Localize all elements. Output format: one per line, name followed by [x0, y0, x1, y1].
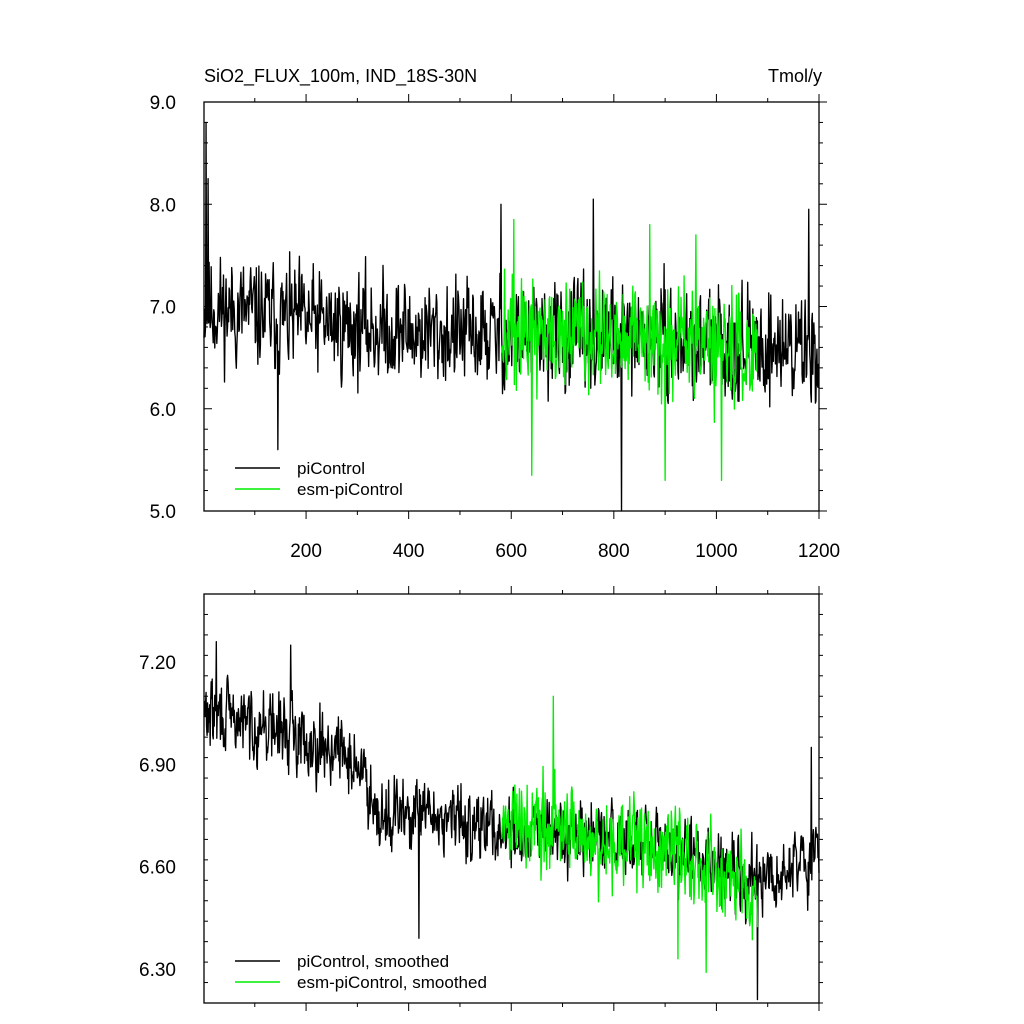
chart-title: SiO2_FLUX_100m, IND_18S-30N — [204, 66, 477, 87]
legend-label-picontrol: piControl — [297, 459, 365, 478]
bottom-series-esm-picontrol-smoothed-line — [500, 695, 759, 974]
bottom-plot-frame — [203, 593, 820, 1004]
legend-label-esm-picontrol-smoothed: esm-piControl, smoothed — [297, 973, 487, 992]
bottom-panel: 6.30 6.60 6.90 7.20 piControl, smoothed esm… — [139, 586, 823, 1011]
y-tick-label: 7.0 — [150, 298, 176, 319]
y-tick-label: 8.0 — [150, 195, 176, 216]
y-tick-label: 5.0 — [150, 502, 176, 523]
x-tick-label: 1200 — [798, 541, 840, 562]
legend-label-picontrol-smoothed: piControl, smoothed — [297, 952, 449, 971]
series-line — [500, 695, 759, 974]
x-tick-label: 1000 — [695, 541, 737, 562]
legend-label-esm-picontrol: esm-piControl — [297, 480, 403, 499]
y-tick-label: 9.0 — [150, 93, 176, 114]
x-tick-label: 400 — [393, 541, 425, 562]
units-label: Tmol/y — [768, 66, 822, 86]
top-panel: 200 400 600 800 1000 1200 5.0 6.0 7.0 8.0 9.0 piCo… — [150, 93, 841, 562]
y-tick-label: 7.20 — [139, 653, 176, 674]
x-tick-label: 800 — [598, 541, 630, 562]
top-plot-frame — [203, 101, 820, 512]
top-panel-tick-labels: 200 400 600 800 1000 1200 5.0 6.0 7.0 8.0 9.0 — [150, 93, 841, 562]
bottom-panel-tick-labels: 6.30 6.60 6.90 7.20 — [139, 653, 176, 981]
x-tick-label: 600 — [495, 541, 527, 562]
y-tick-label: 6.60 — [139, 858, 176, 879]
y-tick-label: 6.0 — [150, 400, 176, 421]
top-panel-ticks — [204, 94, 827, 519]
bottom-legend: piControl, smoothed esm-piControl, smoot… — [235, 952, 487, 992]
top-series-esm-picontrol-line — [500, 218, 759, 482]
top-legend: piControl esm-piControl — [235, 459, 403, 499]
series-line — [500, 218, 759, 482]
y-tick-label: 6.30 — [139, 960, 176, 981]
x-tick-label: 200 — [290, 541, 322, 562]
y-tick-label: 6.90 — [139, 755, 176, 776]
